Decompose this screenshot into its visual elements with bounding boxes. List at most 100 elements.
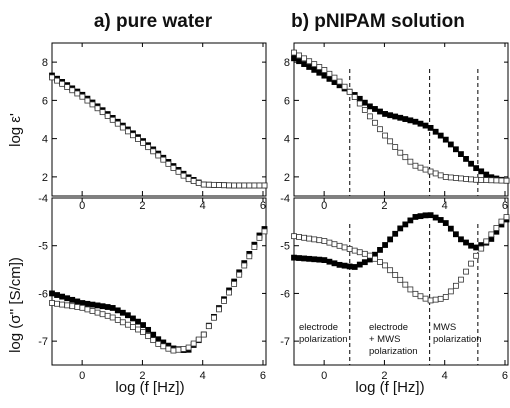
data-point-open: [124, 321, 131, 328]
data-point-open: [407, 158, 414, 165]
data-point-open: [69, 303, 76, 310]
data-point-filled: [412, 214, 419, 220]
data-point-open: [200, 181, 207, 188]
data-point-open: [366, 113, 373, 120]
data-point-open: [356, 249, 363, 256]
plot-frame: [51, 42, 267, 197]
data-point-filled: [296, 255, 302, 261]
data-point-filled: [84, 300, 91, 307]
data-point-open: [366, 252, 373, 259]
annotation-electrode-polarization-1: electrode: [299, 322, 338, 333]
data-point-open: [150, 337, 157, 344]
data-point-filled: [382, 111, 388, 117]
data-point-open: [104, 312, 111, 319]
data-point-filled: [130, 315, 136, 322]
data-point-open: [493, 177, 500, 184]
data-point-open: [231, 182, 238, 189]
data-point-open: [256, 182, 263, 189]
data-point-open: [361, 250, 368, 257]
data-point-open: [256, 234, 263, 241]
data-point-open: [437, 295, 444, 302]
annotation-electrode-polarization-2: polarization: [299, 334, 348, 345]
data-point-open: [64, 84, 71, 90]
y-tick-label: 6: [42, 95, 48, 107]
data-point-filled: [478, 168, 485, 175]
y-tick-label: -4: [38, 193, 48, 205]
x-tick-label: 6: [260, 200, 266, 212]
data-point-filled: [301, 255, 308, 262]
data-point-open: [140, 140, 146, 146]
data-point-filled: [407, 117, 414, 124]
data-point-open: [478, 177, 485, 183]
y-tick-label: -5: [38, 241, 48, 253]
x-tick-label: 0: [79, 200, 85, 212]
data-point-filled: [301, 61, 308, 67]
data-point-filled: [94, 302, 101, 309]
data-point-open: [372, 119, 378, 126]
data-point-open: [185, 344, 192, 351]
annotation-electrode-mws-1: electrode: [369, 322, 408, 333]
data-point-open: [170, 165, 177, 171]
data-point-open: [387, 267, 394, 274]
data-point-filled: [417, 120, 424, 127]
panel-a-bottom: 0 2 4 6 -7 -6 -5 -4: [38, 193, 268, 382]
data-point-open: [316, 237, 323, 244]
data-point-filled: [392, 230, 399, 237]
x-tick-label: 0: [321, 370, 327, 382]
y-tick-label: 6: [284, 95, 290, 107]
data-point-open: [74, 304, 81, 310]
data-point-filled: [155, 336, 162, 343]
data-point-open: [155, 340, 162, 347]
data-point-open: [447, 174, 454, 181]
data-point-open: [49, 74, 55, 81]
data-point-open: [291, 49, 297, 56]
data-point-filled: [458, 236, 464, 243]
data-point-filled: [124, 312, 131, 319]
data-point-open: [180, 346, 187, 352]
data-point-open: [241, 262, 248, 269]
panel-b-top: 0 2 4 6 2 4 6 8: [284, 42, 510, 212]
data-point-open: [145, 333, 152, 340]
data-point-open: [447, 288, 454, 295]
data-point-filled: [437, 132, 444, 139]
data-point-open: [503, 177, 510, 184]
data-point-open: [361, 107, 368, 113]
data-point-filled: [402, 221, 409, 228]
data-point-open: [427, 168, 434, 175]
data-point-filled: [79, 300, 86, 306]
data-point-filled: [64, 295, 71, 302]
data-point-open: [160, 156, 167, 163]
x-tick-label: 6: [502, 370, 508, 382]
data-point-open: [210, 181, 217, 188]
data-point-filled: [432, 128, 439, 135]
data-point-filled: [417, 213, 424, 220]
plot-frame: [293, 42, 509, 197]
x-tick-label: 6: [502, 200, 508, 212]
panel-b-bottom: 0 2 4 6 -7 -6 -5 -4: [280, 193, 510, 382]
data-point-open: [483, 177, 490, 184]
data-point-filled: [321, 257, 328, 263]
x-axis-label-a: log (f [Hz]): [115, 379, 184, 396]
data-point-filled: [89, 301, 96, 308]
data-point-open: [331, 74, 338, 81]
data-point-open: [407, 286, 414, 293]
data-point-filled: [377, 108, 383, 115]
data-point-open: [130, 132, 136, 139]
x-tick-label: 2: [381, 200, 387, 212]
data-point-open: [478, 245, 485, 252]
y-tick-label: 4: [284, 134, 290, 146]
data-point-open: [351, 94, 358, 100]
data-point-filled: [135, 318, 141, 325]
data-point-open: [49, 300, 55, 306]
data-point-open: [190, 178, 197, 184]
data-point-filled: [412, 118, 419, 125]
y-tick-label: -5: [280, 241, 290, 253]
data-point-open: [483, 238, 490, 245]
data-point-open: [331, 241, 338, 248]
x-tick-label: 2: [381, 370, 387, 382]
data-point-filled: [427, 124, 434, 131]
data-point-open: [175, 168, 182, 175]
data-point-open: [291, 233, 297, 240]
data-point-filled: [321, 72, 328, 79]
data-point-open: [185, 176, 192, 183]
